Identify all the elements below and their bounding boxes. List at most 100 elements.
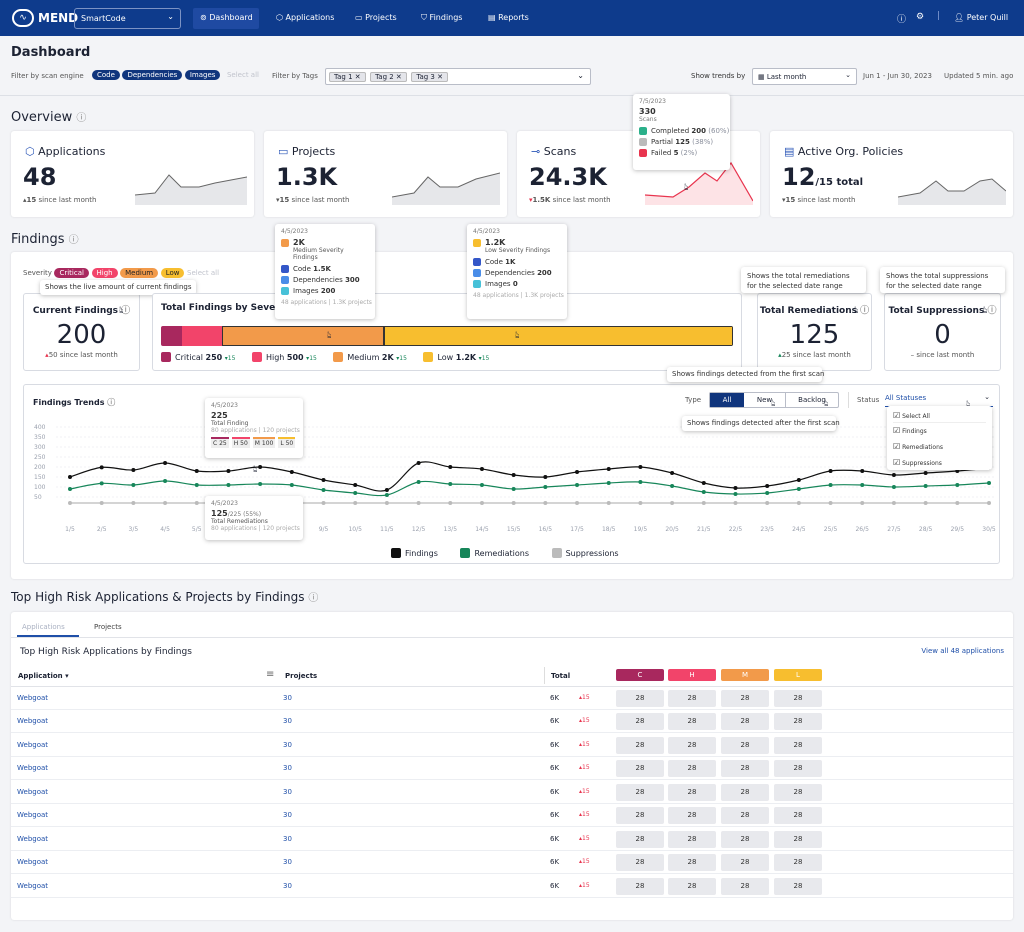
app-link[interactable]: Webgoat — [17, 835, 49, 843]
app-link[interactable]: Webgoat — [17, 741, 49, 749]
app-link[interactable]: Webgoat — [17, 882, 49, 890]
table-row[interactable]: Webgoat 30 6K ▴15 28 28 28 28 — [11, 687, 1013, 710]
data-point-suppressions[interactable] — [384, 501, 389, 505]
data-point-findings[interactable] — [131, 468, 136, 472]
info-icon[interactable]: ⓘ — [308, 593, 319, 604]
engine-chip-images[interactable]: Images — [184, 70, 221, 80]
data-point-suppressions[interactable] — [163, 501, 168, 505]
type-all[interactable]: All — [710, 393, 744, 407]
nav-findings[interactable]: ⛉ Findings — [421, 13, 462, 23]
status-option[interactable]: ☑ Suppressions — [893, 455, 986, 471]
data-point-findings[interactable] — [353, 483, 358, 487]
data-point-remediations[interactable] — [860, 483, 865, 487]
severity-select-all[interactable]: Select all — [187, 269, 220, 277]
data-point-remediations[interactable] — [448, 482, 453, 486]
legend-remediations[interactable]: Remediations — [460, 548, 529, 558]
settings-icon[interactable]: ⚙ — [916, 12, 925, 22]
data-point-suppressions[interactable] — [828, 501, 833, 505]
data-point-suppressions[interactable] — [448, 501, 453, 505]
projects-link[interactable]: 30 — [283, 835, 292, 843]
table-row[interactable]: Webgoat 30 6K ▴15 28 28 28 28 — [11, 804, 1013, 827]
table-row[interactable]: Webgoat 30 6K ▴15 28 28 28 28 — [11, 734, 1013, 757]
data-point-remediations[interactable] — [733, 492, 738, 496]
data-point-findings[interactable] — [479, 467, 484, 471]
tag-chip[interactable]: Tag 3 ✕ — [411, 72, 448, 82]
table-row[interactable]: Webgoat 30 6K ▴15 28 28 28 28 — [11, 781, 1013, 804]
engine-select-all[interactable]: Select all — [226, 71, 259, 79]
data-point-remediations[interactable] — [543, 485, 548, 489]
table-row[interactable]: Webgoat 30 6K ▴15 28 28 28 28 — [11, 875, 1013, 898]
table-row[interactable]: Webgoat 30 6K ▴15 28 28 28 28 — [11, 710, 1013, 733]
app-link[interactable]: Webgoat — [17, 717, 49, 725]
projects-link[interactable]: 30 — [283, 717, 292, 725]
app-link[interactable]: Webgoat — [17, 858, 49, 866]
legend-suppressions[interactable]: Suppressions — [551, 548, 619, 558]
data-point-findings[interactable] — [891, 473, 896, 477]
checkbox-checked-icon[interactable]: ☑ — [893, 442, 901, 451]
data-point-suppressions[interactable] — [987, 501, 991, 505]
data-point-remediations[interactable] — [701, 490, 706, 494]
data-point-findings[interactable] — [860, 469, 865, 473]
bar-segment-low[interactable] — [384, 326, 733, 346]
data-point-findings[interactable] — [194, 469, 199, 473]
severity-chip-high[interactable]: High — [91, 268, 118, 278]
data-point-suppressions[interactable] — [860, 501, 865, 505]
data-point-remediations[interactable] — [955, 483, 960, 487]
data-point-suppressions[interactable] — [99, 501, 104, 505]
checkbox-checked-icon[interactable]: ☑ — [893, 426, 901, 435]
info-icon[interactable]: ⓘ — [987, 306, 997, 316]
data-point-findings[interactable] — [416, 461, 421, 465]
data-point-suppressions[interactable] — [416, 501, 421, 505]
data-point-remediations[interactable] — [891, 485, 896, 489]
severity-chip-critical[interactable]: Critical — [54, 268, 89, 278]
engine-chip-dependencies[interactable]: Dependencies — [122, 70, 183, 80]
data-point-suppressions[interactable] — [701, 501, 706, 505]
data-point-suppressions[interactable] — [575, 501, 580, 505]
data-point-remediations[interactable] — [416, 480, 421, 484]
data-point-findings[interactable] — [955, 469, 960, 473]
data-point-suppressions[interactable] — [606, 501, 611, 505]
series-line-remediations[interactable] — [69, 480, 990, 497]
data-point-findings[interactable] — [765, 484, 770, 488]
data-point-suppressions[interactable] — [479, 501, 484, 505]
data-point-remediations[interactable] — [226, 483, 231, 487]
tab-projects[interactable]: Projects — [94, 623, 122, 631]
app-link[interactable]: Webgoat — [17, 764, 49, 772]
tag-chip[interactable]: Tag 1 ✕ — [329, 72, 366, 82]
projects-link[interactable]: 30 — [283, 788, 292, 796]
type-new[interactable]: New — [744, 393, 786, 407]
table-row[interactable]: Webgoat 30 6K ▴15 28 28 28 28 — [11, 828, 1013, 851]
data-point-findings[interactable] — [670, 471, 675, 475]
data-point-suppressions[interactable] — [131, 501, 136, 505]
data-point-findings[interactable] — [226, 469, 231, 473]
nav-dashboard[interactable]: ⊚ Dashboard — [200, 13, 253, 22]
status-option[interactable]: ☑ Findings — [893, 423, 986, 439]
status-option[interactable]: ☑ Select All — [893, 409, 986, 423]
data-point-remediations[interactable] — [828, 483, 833, 487]
data-point-findings[interactable] — [923, 471, 928, 475]
data-point-suppressions[interactable] — [511, 501, 516, 505]
data-point-findings[interactable] — [575, 470, 580, 474]
data-point-findings[interactable] — [448, 465, 453, 469]
policies-card[interactable]: ▤ Active Org. Policies 12/15 total ▾15 s… — [770, 131, 1013, 217]
data-point-remediations[interactable] — [353, 491, 358, 495]
data-point-findings[interactable] — [638, 465, 643, 469]
data-point-remediations[interactable] — [670, 484, 675, 488]
data-point-remediations[interactable] — [606, 481, 611, 485]
type-backlog[interactable]: Backlog — [798, 396, 826, 404]
data-point-suppressions[interactable] — [955, 501, 960, 505]
projects-link[interactable]: 30 — [283, 811, 292, 819]
projects-link[interactable]: 30 — [283, 694, 292, 702]
series-line-findings[interactable] — [69, 461, 990, 492]
projects-link[interactable]: 30 — [283, 882, 292, 890]
data-point-remediations[interactable] — [68, 487, 72, 491]
data-point-findings[interactable] — [289, 470, 294, 474]
data-point-suppressions[interactable] — [923, 501, 928, 505]
applications-card[interactable]: ⬡ Applications 48 ▴15 since last month — [11, 131, 254, 217]
projects-link[interactable]: 30 — [283, 858, 292, 866]
col-application[interactable]: Application ▾ — [18, 672, 69, 680]
tags-select[interactable]: Tag 1 ✕ Tag 2 ✕ Tag 3 ✕ ⌄ — [325, 68, 591, 85]
tab-applications[interactable]: Applications — [22, 623, 65, 631]
severity-chip-low[interactable]: Low — [160, 268, 185, 278]
org-selector[interactable]: SmartCode ⌄ — [74, 8, 181, 29]
